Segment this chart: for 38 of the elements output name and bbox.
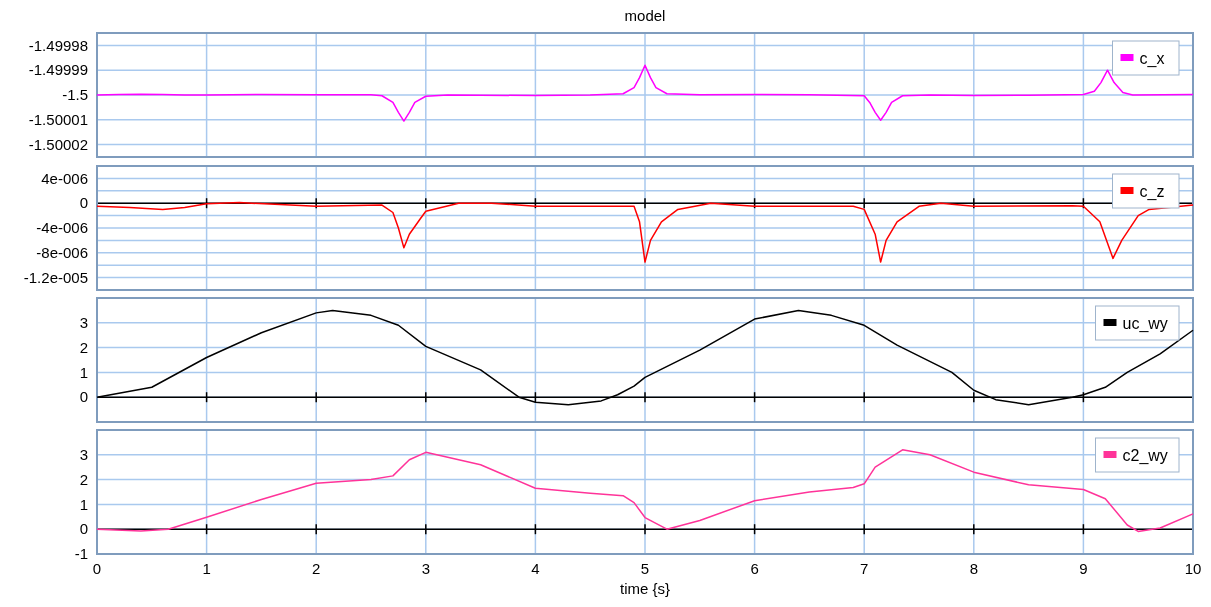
x-tick-label: 3: [421, 560, 430, 577]
x-tick-label: 1: [202, 560, 211, 577]
x-tick-label: 2: [312, 560, 321, 577]
y-tick-label: 2: [79, 338, 88, 356]
x-tick-label: 6: [750, 560, 759, 577]
legend-label: c_z: [1139, 182, 1165, 201]
y-tick-label: 1: [79, 363, 88, 381]
x-tick-label: 4: [531, 560, 540, 577]
y-tick-label: 3: [79, 314, 88, 332]
x-tick-label: 7: [860, 560, 869, 577]
x-tick-label: 9: [1079, 560, 1088, 577]
line-series: [96, 449, 1194, 533]
y-tick-label: 4e-006: [41, 169, 88, 187]
y-tick-label: -1.49999: [28, 61, 88, 79]
y-tick-label: -1.5: [62, 86, 88, 104]
y-tick-label: 0: [79, 520, 88, 538]
legend-label: c_x: [1139, 49, 1165, 68]
y-tick-label: 1: [79, 495, 88, 513]
y-tick-label: -1: [74, 545, 88, 563]
x-tick-label: 0: [92, 560, 102, 577]
y-tick-label: 0: [79, 194, 88, 212]
y-tick-label: 0: [79, 388, 88, 406]
y-tick-label: 3: [79, 446, 88, 464]
x-tick-label: 5: [640, 560, 650, 577]
y-tick-label: -4e-006: [36, 219, 88, 237]
line-series: [96, 201, 1194, 263]
y-tick-label: -1.50001: [28, 111, 88, 129]
chart-title: model: [624, 7, 666, 24]
x-tick-label: 8: [969, 560, 978, 577]
y-tick-label: -1.50002: [28, 135, 88, 153]
legend-label: uc_wy: [1122, 314, 1168, 333]
legend-label: c2_wy: [1122, 446, 1168, 465]
x-axis-title: time {s}: [619, 580, 671, 597]
y-tick-label: -1.49998: [28, 36, 88, 54]
y-tick-label: -1.2e-005: [23, 268, 88, 286]
x-tick-label: 10: [1184, 560, 1202, 577]
y-tick-label: -8e-006: [36, 244, 88, 262]
y-tick-label: 2: [79, 470, 88, 488]
